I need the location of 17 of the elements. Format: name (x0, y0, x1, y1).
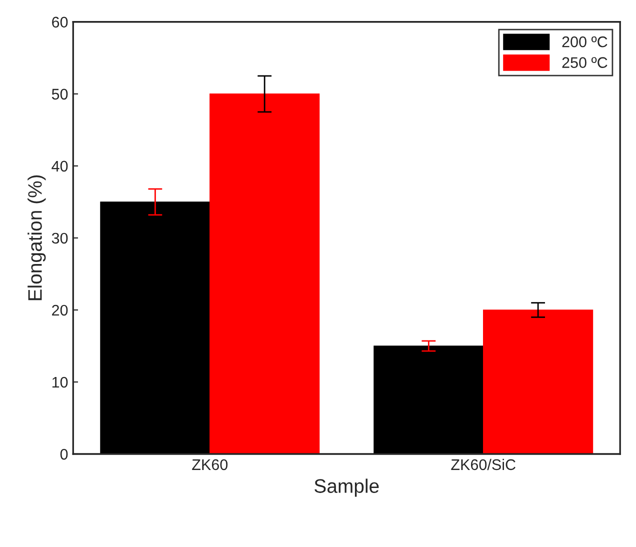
legend-label: 200 ºC (562, 36, 608, 48)
x-tick-label: ZK60/SiC (451, 458, 516, 470)
x-tick-label: ZK60 (192, 459, 228, 470)
y-tick-label: 0 (60, 448, 68, 460)
y-tick-label: 30 (52, 232, 68, 244)
y-tick-label: 10 (52, 376, 68, 388)
y-tick-label: 40 (52, 160, 68, 172)
y-axis-title: Elongation (%) (28, 175, 46, 300)
x-axis-title: Sample (314, 478, 379, 497)
bar (483, 310, 594, 454)
bar (374, 346, 484, 454)
y-tick-label: 20 (52, 304, 68, 316)
y-tick-label: 50 (52, 88, 68, 100)
legend-label: 250 ºC (562, 57, 608, 68)
bar (100, 202, 210, 454)
bar (210, 94, 320, 454)
y-tick-label: 60 (52, 16, 68, 28)
